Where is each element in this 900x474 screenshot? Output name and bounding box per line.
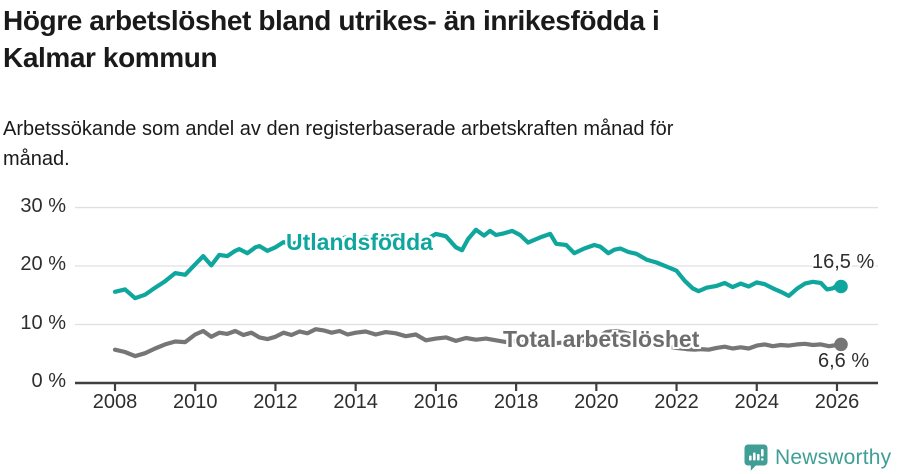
- page-title: Högre arbetslöshet bland utrikes- än inr…: [3, 2, 863, 76]
- page-title-line2: Kalmar kommun: [3, 42, 218, 73]
- end-value-label-utlandsfodda: 16,5 %: [812, 251, 875, 273]
- x-axis-tick-label: 2012: [253, 391, 298, 413]
- page-title-line1: Högre arbetslöshet bland utrikes- än inr…: [3, 5, 660, 36]
- y-axis-tick-label: 30 %: [20, 194, 66, 217]
- x-axis-tick-label: 2010: [172, 391, 218, 413]
- x-axis-tick-label: 2024: [734, 391, 780, 413]
- x-axis-tick-label: 2022: [654, 391, 699, 413]
- series-endpoint-dot-0: [834, 279, 848, 294]
- y-axis-tick-label: 10 %: [20, 311, 66, 334]
- x-axis-tick-label: 2008: [92, 391, 138, 413]
- newsworthy-logo[interactable]: Newsworthy: [744, 444, 891, 471]
- series-line-0: [112, 227, 844, 301]
- newsworthy-brand-text: Newsworthy: [775, 445, 892, 469]
- newsworthy-bar-chart-bubble-icon: [744, 444, 768, 471]
- y-axis-tick-label: 20 %: [20, 253, 66, 276]
- x-axis-tick-label: 2016: [413, 391, 459, 413]
- series-label-utlandsfodda: Utlandsfödda: [286, 229, 433, 255]
- chart-subtitle-line1: Arbetssökande som andel av den registerb…: [3, 118, 674, 140]
- chart-subtitle: Arbetssökande som andel av den registerb…: [3, 114, 863, 174]
- x-axis-tick-label: 2026: [814, 391, 860, 413]
- series-label-total-arbetsloshet: Total arbetslöshet: [503, 326, 700, 352]
- end-value-label-total: 6,6 %: [818, 350, 870, 372]
- y-axis-tick-label: 0 %: [31, 370, 66, 392]
- series-line-1: [112, 327, 844, 359]
- x-axis-tick-label: 2020: [574, 391, 619, 413]
- x-axis-tick-label: 2014: [333, 391, 378, 413]
- series-endpoint-dot-1: [834, 337, 848, 352]
- chart-subtitle-line2: månad.: [3, 148, 70, 170]
- x-axis-tick-label: 2018: [493, 391, 539, 413]
